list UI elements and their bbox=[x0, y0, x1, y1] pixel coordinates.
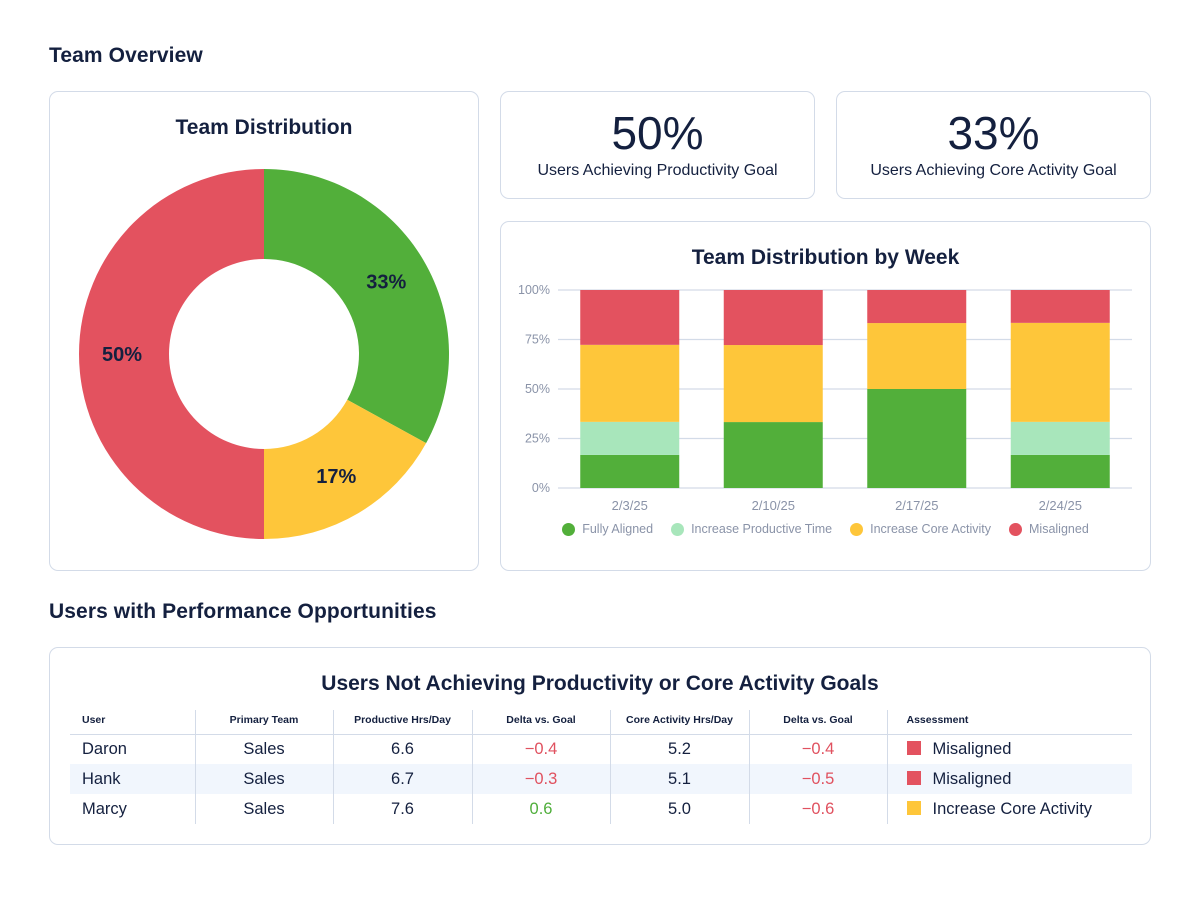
productive-hrs: 6.7 bbox=[332, 764, 472, 794]
team-distribution-donut-chart: 33% 17% 50% bbox=[79, 169, 449, 539]
x-tick-label: 2/3/25 bbox=[612, 498, 648, 512]
misaligned-square-icon bbox=[906, 770, 921, 785]
team-distribution-by-week-chart: 0% 25% 50% 75% 100% 2/3/25 2/10/25 2/17/25 2/24/… bbox=[518, 283, 1132, 512]
legend-dot-icon bbox=[562, 522, 576, 536]
primary-team: Sales bbox=[194, 734, 333, 764]
donut-slice-increase-core-activity[interactable] bbox=[264, 399, 427, 539]
legend-dot-icon bbox=[1009, 522, 1023, 536]
bar-segment-fully-aligned[interactable] bbox=[867, 389, 967, 488]
bar-segment-increase-productive-time[interactable] bbox=[580, 421, 680, 455]
core-activity-hrs: 5.2 bbox=[609, 734, 749, 764]
primary-team: Sales bbox=[194, 764, 333, 794]
assessment: Increase Core Activity bbox=[886, 794, 1132, 824]
assessment-label: Misaligned bbox=[932, 739, 1012, 758]
user-name: Daron bbox=[82, 739, 127, 758]
primary-team: Sales bbox=[194, 794, 333, 824]
core-delta: −0.5 bbox=[748, 764, 887, 794]
column-header-productive-delta[interactable]: Delta vs. Goal bbox=[471, 710, 610, 735]
bar-segment-fully-aligned[interactable] bbox=[1010, 454, 1110, 488]
users-not-achieving-goals-card: Users Not Achieving Productivity or Core… bbox=[49, 647, 1151, 845]
team-distribution-title: Team Distribution bbox=[175, 116, 353, 139]
legend-item-fully-aligned[interactable]: Fully Aligned bbox=[562, 522, 653, 536]
productive-hrs: 7.6 bbox=[332, 794, 472, 824]
donut-slice-misaligned[interactable] bbox=[79, 169, 264, 539]
productive-hrs: 6.6 bbox=[332, 734, 472, 764]
column-header-assessment[interactable]: Assessment bbox=[886, 710, 1132, 735]
table-row[interactable]: Marcy Sales 7.6 0.6 5.0 −0.6 Increase Co… bbox=[70, 794, 1132, 824]
team-overview-heading: Team Overview bbox=[49, 44, 203, 67]
misaligned-square-icon bbox=[906, 740, 921, 755]
donut-slice-fully-aligned[interactable] bbox=[264, 169, 449, 444]
core-delta: −0.4 bbox=[748, 734, 887, 764]
bar-segment-increase-core-activity[interactable] bbox=[1010, 322, 1110, 422]
x-tick-label: 2/10/25 bbox=[752, 498, 795, 512]
assessment: Misaligned bbox=[886, 734, 1132, 764]
column-header-user[interactable]: User bbox=[70, 710, 195, 735]
productivity-goal-kpi-value: 50% bbox=[611, 107, 704, 159]
bar-segment-increase-core-activity[interactable] bbox=[723, 345, 823, 423]
legend-item-increase-productive-time[interactable]: Increase Productive Time bbox=[671, 522, 832, 536]
y-tick-label: 25% bbox=[525, 432, 550, 446]
assessment: Misaligned bbox=[886, 764, 1132, 794]
team-distribution-by-week-card: Team Distribution by Week 0% 25% 50% 75% 100… bbox=[500, 221, 1151, 571]
y-tick-label: 0% bbox=[532, 481, 550, 495]
column-header-core-activity-hrs[interactable]: Core Activity Hrs/Day bbox=[609, 710, 749, 735]
donut-label-increase-core-activity: 17% bbox=[316, 466, 356, 488]
legend-label: Misaligned bbox=[1029, 522, 1089, 536]
user-name: Marcy bbox=[82, 799, 127, 818]
bar-segment-increase-core-activity[interactable] bbox=[867, 323, 967, 389]
team-distribution-by-week-title: Team Distribution by Week bbox=[691, 246, 960, 269]
donut-label-fully-aligned: 33% bbox=[366, 272, 406, 294]
column-header-productive-hrs[interactable]: Productive Hrs/Day bbox=[332, 710, 472, 735]
legend-item-misaligned[interactable]: Misaligned bbox=[1009, 522, 1089, 536]
donut-label-misaligned: 50% bbox=[102, 344, 142, 366]
bar-segment-misaligned[interactable] bbox=[723, 290, 823, 346]
productive-delta: 0.6 bbox=[471, 794, 610, 824]
bar-segment-misaligned[interactable] bbox=[867, 290, 967, 324]
column-header-core-delta[interactable]: Delta vs. Goal bbox=[748, 710, 887, 735]
bar-segment-increase-core-activity[interactable] bbox=[580, 344, 680, 422]
core-activity-goal-kpi-label: Users Achieving Core Activity Goal bbox=[870, 162, 1117, 179]
y-tick-label: 100% bbox=[518, 283, 550, 297]
bar-segment-misaligned[interactable] bbox=[580, 290, 680, 345]
core-activity-goal-kpi-card: 33% Users Achieving Core Activity Goal bbox=[836, 91, 1151, 199]
legend-label: Fully Aligned bbox=[582, 522, 654, 536]
productive-delta: −0.4 bbox=[471, 734, 610, 764]
increase-core-activity-square-icon bbox=[906, 800, 921, 815]
user-name: Hank bbox=[70, 764, 195, 794]
legend-dot-icon bbox=[850, 522, 864, 536]
bar-segment-fully-aligned[interactable] bbox=[580, 454, 680, 488]
core-activity-hrs: 5.1 bbox=[609, 764, 749, 794]
performance-opportunities-heading: Users with Performance Opportunities bbox=[49, 600, 437, 623]
x-tick-label: 2/17/25 bbox=[895, 498, 938, 512]
users-table-title: Users Not Achieving Productivity or Core… bbox=[321, 672, 879, 695]
bar-segment-fully-aligned[interactable] bbox=[723, 422, 823, 488]
productive-delta: −0.3 bbox=[471, 764, 610, 794]
legend-dot-icon bbox=[671, 522, 685, 536]
y-tick-label: 75% bbox=[525, 333, 550, 347]
legend-label: Increase Productive Time bbox=[691, 522, 833, 536]
assessment-label: Misaligned bbox=[932, 769, 1012, 788]
table-row[interactable]: Daron Sales 6.6 −0.4 5.2 −0.4 Misaligned bbox=[70, 734, 1132, 764]
table-row[interactable]: Hank Sales 6.7 −0.3 5.1 −0.5 Misaligned bbox=[70, 764, 1132, 794]
team-distribution-card: Team Distribution 33% 17% 50% bbox=[49, 91, 479, 571]
productivity-goal-kpi-card: 50% Users Achieving Productivity Goal bbox=[500, 91, 815, 199]
x-tick-label: 2/24/25 bbox=[1039, 498, 1082, 512]
table-header-row: User Primary Team Productive Hrs/Day Del… bbox=[70, 710, 1132, 735]
users-table: User Primary Team Productive Hrs/Day Del… bbox=[70, 710, 1132, 824]
bar-segment-increase-productive-time[interactable] bbox=[1010, 421, 1110, 455]
legend-item-increase-core-activity[interactable]: Increase Core Activity bbox=[850, 522, 991, 536]
y-tick-label: 50% bbox=[525, 382, 550, 396]
column-header-primary-team[interactable]: Primary Team bbox=[194, 710, 333, 735]
core-delta: −0.6 bbox=[748, 794, 887, 824]
assessment-label: Increase Core Activity bbox=[932, 799, 1093, 818]
core-activity-goal-kpi-value: 33% bbox=[947, 107, 1040, 159]
core-activity-hrs: 5.0 bbox=[609, 794, 749, 824]
bar-segment-misaligned[interactable] bbox=[1010, 290, 1110, 323]
productivity-goal-kpi-label: Users Achieving Productivity Goal bbox=[537, 162, 778, 179]
chart-legend: Fully Aligned Increase Productive Time I… bbox=[501, 522, 1150, 536]
legend-label: Increase Core Activity bbox=[870, 522, 992, 536]
